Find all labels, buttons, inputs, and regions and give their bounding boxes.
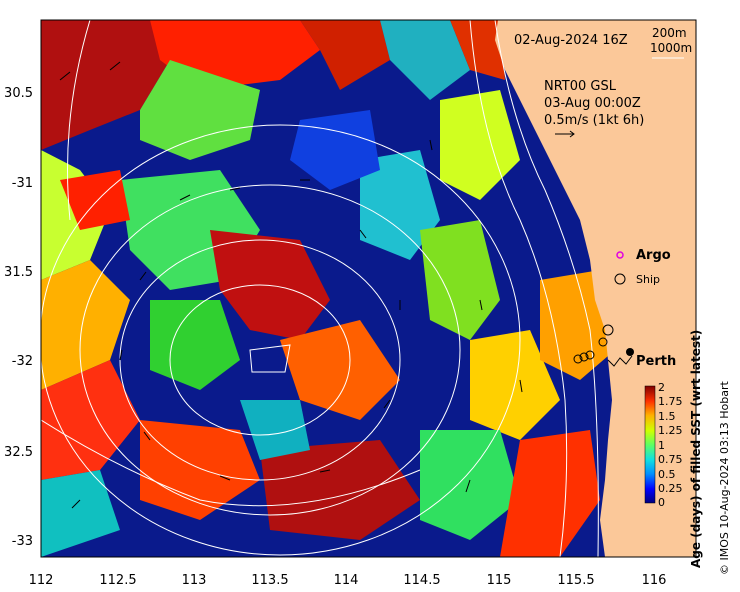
argo-marker-icon (616, 251, 624, 259)
current-time-label: 03-Aug 00:00Z (544, 96, 641, 111)
colorbar-tick-label: 1.75 (658, 395, 683, 408)
credit-label: © IMOS 10-Aug-2024 03:13 Hobart (718, 381, 731, 575)
colorbar-tick-label: 1.5 (658, 410, 676, 423)
map-border (40, 19, 697, 558)
contour-lines (41, 20, 599, 557)
argo-legend-label: Argo (636, 248, 671, 263)
perth-label: Perth (636, 354, 676, 369)
contour-legend-1000m: 1000m (650, 41, 692, 55)
lon-tick-label: 114.5 (403, 573, 440, 588)
lon-tick-label: 115.5 (557, 573, 594, 588)
ship-track (573, 324, 614, 364)
lon-tick-label: 113.5 (251, 573, 288, 588)
lat-tick-label: -32 (12, 354, 33, 369)
perth-marker-icon (626, 348, 634, 356)
ship-legend-label: Ship (636, 273, 660, 286)
lat-tick-label: 32.5 (4, 445, 33, 460)
colorbar-tick-label: 0.25 (658, 482, 683, 495)
colorbar-tick-label: 2 (658, 381, 665, 394)
lat-tick-label: -31 (12, 176, 33, 191)
current-source-label: NRT00 GSL (544, 79, 617, 94)
lon-tick-label: 112 (29, 573, 54, 588)
coastline-detail (607, 355, 633, 367)
colorbar: 2 1.75 1.5 1.25 1 0.75 0.5 0.25 0 (644, 381, 683, 509)
lat-tick-label: 31.5 (4, 265, 33, 280)
lat-tick-label: 30.5 (4, 86, 33, 101)
colorbar-tick-label: 1.25 (658, 424, 683, 437)
colorbar-tick-label: 0.75 (658, 453, 683, 466)
lat-axis: 30.5 -31 31.5 -32 32.5 -33 (4, 86, 33, 549)
lon-axis: 112 112.5 113 113.5 114 114.5 115 115.5 … (29, 573, 667, 588)
ship-marker-icon (614, 273, 626, 285)
current-scale-label: 0.5m/s (1kt 6h) (544, 113, 644, 128)
colorbar-tick-label: 1 (658, 439, 665, 452)
colorbar-gradient (644, 385, 656, 504)
contour-legend-200m: 200m (652, 26, 687, 40)
lon-tick-label: 113 (182, 573, 207, 588)
lat-tick-label: -33 (12, 534, 33, 549)
lon-tick-label: 114 (334, 573, 359, 588)
map-panel (41, 20, 696, 557)
lon-tick-label: 115 (487, 573, 512, 588)
current-vectors (59, 61, 523, 509)
colorbar-title: Age (days) of filled SST (wrt latest) (689, 330, 703, 568)
lon-tick-label: 112.5 (99, 573, 136, 588)
scale-arrow-icon (555, 130, 575, 138)
colorbar-tick-label: 0.5 (658, 468, 676, 481)
date-label: 02-Aug-2024 16Z (514, 33, 628, 48)
colorbar-tick-label: 0 (658, 496, 665, 509)
lon-tick-label: 116 (642, 573, 667, 588)
